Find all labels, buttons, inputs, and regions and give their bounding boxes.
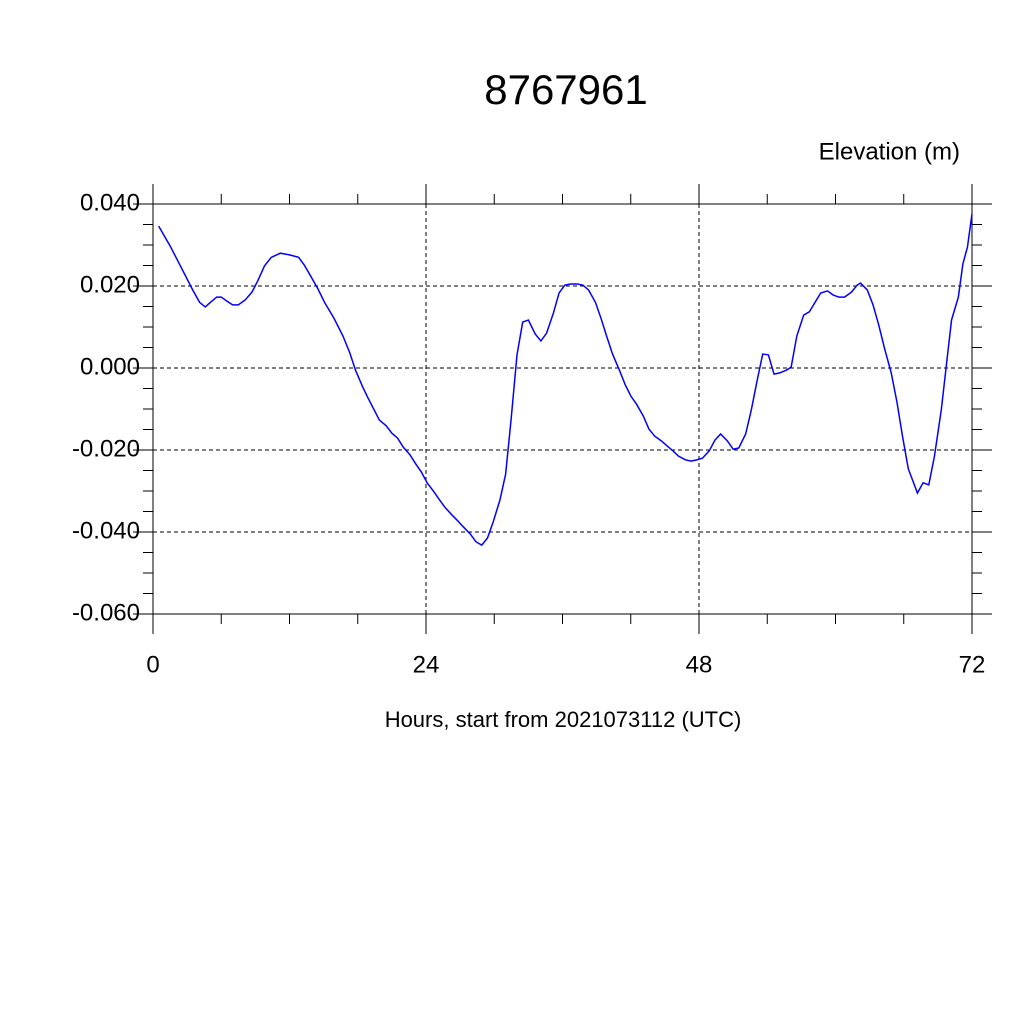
y-tick-label: 0.040 bbox=[80, 189, 140, 216]
plot-frame bbox=[152, 203, 973, 615]
y-tick-label: 0.020 bbox=[80, 271, 140, 298]
chart-title: 8767961 bbox=[484, 66, 648, 113]
x-tick-label: 72 bbox=[959, 651, 986, 678]
x-tick-label: 48 bbox=[686, 651, 713, 678]
y-tick-label: -0.040 bbox=[72, 517, 140, 544]
data-line bbox=[158, 213, 973, 547]
y-axis-label: Elevation (m) bbox=[819, 138, 960, 165]
y-tick-label: 0.000 bbox=[80, 353, 140, 380]
x-tick-label: 0 bbox=[146, 651, 159, 678]
x-axis-label: Hours, start from 2021073112 (UTC) bbox=[385, 707, 742, 732]
y-tick-label: -0.020 bbox=[72, 435, 140, 462]
x-tick-label: 24 bbox=[413, 651, 440, 678]
y-tick-label: -0.060 bbox=[72, 599, 140, 626]
